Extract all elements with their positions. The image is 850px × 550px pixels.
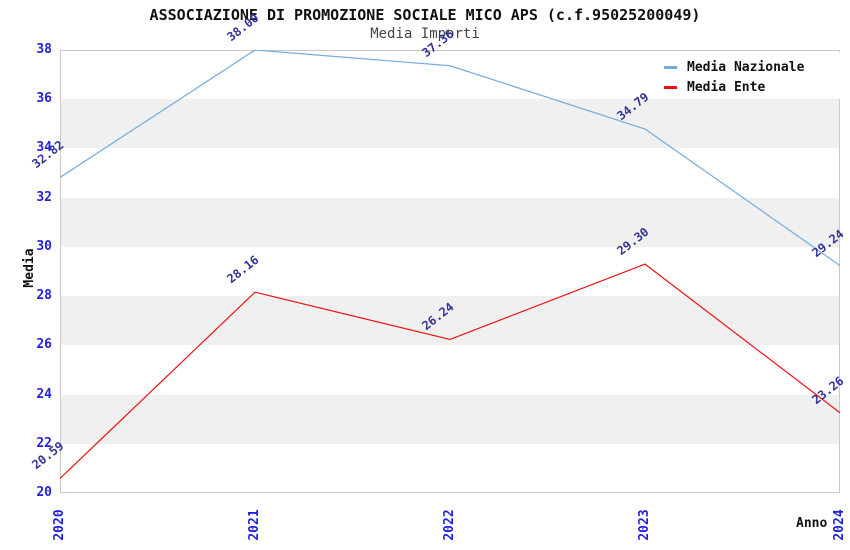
legend: Media Nazionale Media Ente [652,52,840,99]
legend-swatch-media-nazionale [664,65,677,69]
grid-band [61,99,839,149]
x-axis-label: Anno [796,516,828,531]
line-chart-canvas [60,50,840,479]
grid-band [61,197,839,247]
y-tick-label: 38 [36,42,52,57]
y-tick-label: 30 [36,238,52,254]
y-tick-label: 22 [36,435,52,451]
legend-item-media-ente: Media Ente [652,77,840,97]
x-tick-label: 2023 [637,509,652,541]
x-tick-label: 2024 [832,509,847,541]
chart-title: ASSOCIAZIONE DI PROMOZIONE SOCIALE MICO … [149,6,701,24]
series-line-media-nazionale [60,50,840,267]
series-line-media-ente [60,263,840,479]
chart-subtitle: Media Importi [370,26,480,42]
y-tick-label: 26 [36,337,52,353]
y-tick-label: 36 [36,91,52,107]
legend-label: Media Ente [687,79,766,95]
y-tick-label: 32 [36,189,52,205]
y-tick-label: 24 [36,386,52,402]
x-tick-label: 2022 [442,509,457,541]
legend-item-media-nazionale: Media Nazionale [652,57,840,77]
y-tick-label: 34 [36,140,52,156]
y-tick-label: 20 [36,485,52,500]
x-tick-label: 2021 [247,509,262,541]
legend-label: Media Nazionale [687,59,805,75]
grid-band [61,296,839,346]
legend-swatch-media-ente [664,85,677,89]
y-tick-label: 28 [36,288,52,304]
plot-area [60,50,840,493]
grid-band [61,394,839,444]
x-tick-label: 2020 [52,509,67,541]
